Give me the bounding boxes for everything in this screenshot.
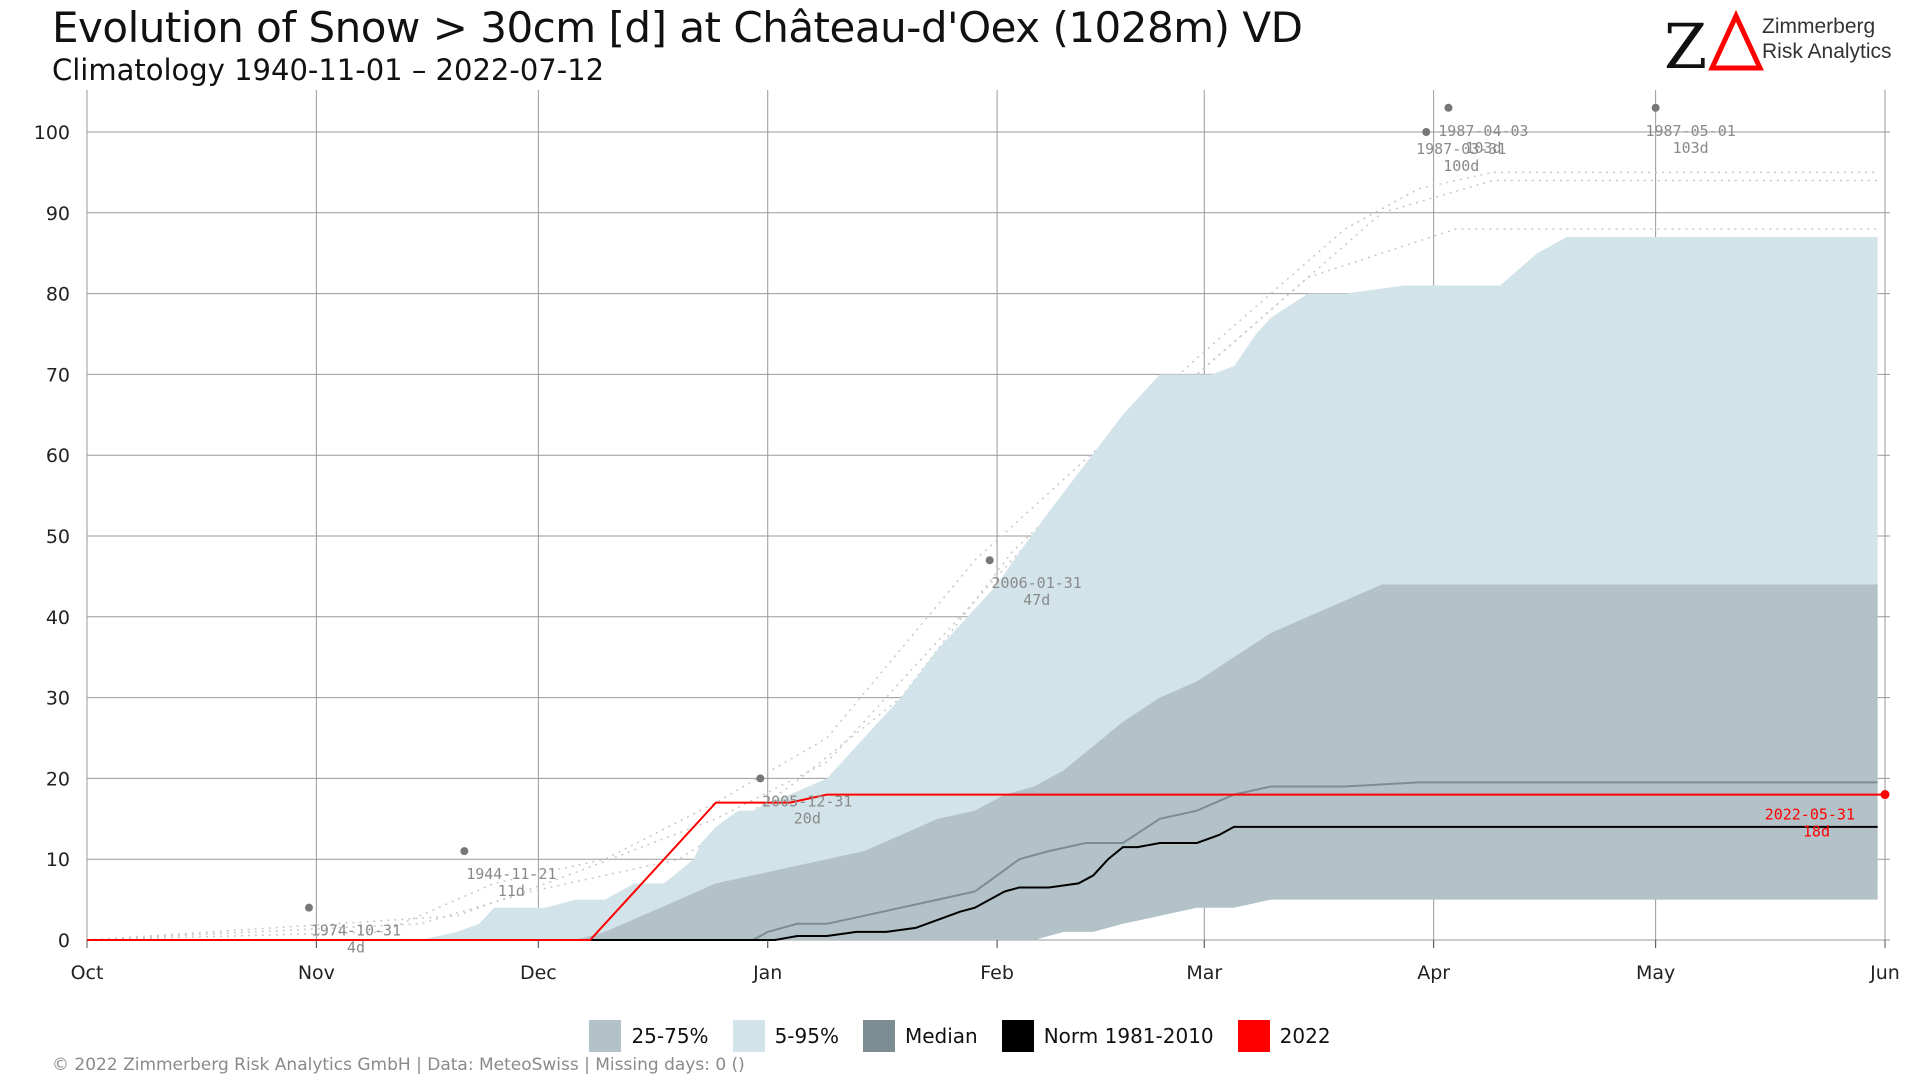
current-value-label: 18d xyxy=(1803,823,1830,841)
legend-item-5-95: 5-95% xyxy=(732,1020,839,1052)
record-point xyxy=(460,847,469,856)
legend-item-2022: 2022 xyxy=(1237,1020,1331,1052)
record-date-label: 1987-04-03 xyxy=(1438,122,1528,140)
legend-label-2022: 2022 xyxy=(1279,1024,1331,1048)
record-value-label: 103d xyxy=(1673,139,1709,157)
legend-label-5-95: 5-95% xyxy=(774,1024,839,1048)
record-point xyxy=(1444,103,1453,112)
record-point xyxy=(1651,103,1660,112)
historical-trace xyxy=(86,228,1878,941)
za-logo: Z xyxy=(1664,10,1764,78)
x-tick-label: Jun xyxy=(1869,962,1900,984)
logo-text-line2: Risk Analytics xyxy=(1762,40,1892,63)
record-date-label: 2006-01-31 xyxy=(992,574,1082,592)
legend-swatch-median xyxy=(862,1020,895,1052)
x-tick-label: Mar xyxy=(1186,962,1222,984)
y-tick-label: 60 xyxy=(46,445,70,467)
x-tick-label: Jan xyxy=(752,962,782,984)
record-value-label: 11d xyxy=(498,882,525,900)
footer-credits: © 2022 Zimmerberg Risk Analytics GmbH | … xyxy=(52,1055,745,1075)
line-norm19812010 xyxy=(87,825,1878,941)
y-tick-label: 100 xyxy=(34,122,70,144)
legend-swatch-25-75 xyxy=(589,1020,622,1052)
record-point xyxy=(304,903,313,912)
y-tick-label: 10 xyxy=(46,849,70,871)
record-date-label: 2005-12-31 xyxy=(762,792,852,810)
x-tick-label: Nov xyxy=(298,962,335,984)
legend-label-norm: Norm 1981-2010 xyxy=(1043,1024,1214,1048)
x-tick-label: May xyxy=(1636,962,1675,984)
record-point xyxy=(1422,128,1431,136)
record-value-label: 4d xyxy=(347,939,365,957)
y-tick-label: 70 xyxy=(46,364,70,386)
current-point xyxy=(1880,790,1890,800)
chart-title: Evolution of Snow > 30cm [d] at Château-… xyxy=(52,3,1303,52)
x-tick-label: Dec xyxy=(520,962,557,984)
record-date-label: 1987-03-31 xyxy=(1416,140,1506,158)
y-tick-label: 40 xyxy=(46,607,70,629)
y-tick-label: 80 xyxy=(46,284,70,306)
y-tick-label: 20 xyxy=(46,768,70,790)
legend: 25-75% 5-95% Median Norm 1981-2010 2022 xyxy=(0,1020,1920,1052)
legend-swatch-2022 xyxy=(1237,1020,1270,1052)
line-2022 xyxy=(87,793,1885,941)
logo-text-line1: Zimmerberg xyxy=(1762,15,1876,38)
x-tick-label: Apr xyxy=(1417,962,1450,984)
record-point xyxy=(985,556,994,565)
legend-item-25-75: 25-75% xyxy=(589,1020,709,1052)
legend-swatch-5-95 xyxy=(732,1020,765,1052)
legend-label-25-75: 25-75% xyxy=(631,1024,709,1048)
record-value-label: 100d xyxy=(1443,157,1479,175)
legend-label-median: Median xyxy=(904,1024,978,1048)
record-value-label: 103d xyxy=(1465,139,1501,157)
y-tick-label: 50 xyxy=(46,526,70,548)
record-value-label: 20d xyxy=(794,809,821,827)
record-date-label: 1974-10-31 xyxy=(311,922,401,940)
logo-delta-icon xyxy=(1708,10,1764,71)
current-date-label: 2022-05-31 xyxy=(1765,806,1855,824)
chart-plot: 0 10 20 30 40 50 60 70 80 90 100 Oct Nov Dec Jan Feb Mar… xyxy=(34,90,1900,984)
line-median xyxy=(87,781,1878,941)
logo-z-letter: Z xyxy=(1664,10,1707,78)
y-tick-label: 0 xyxy=(58,930,70,952)
record-date-label: 1987-05-01 xyxy=(1645,122,1735,140)
y-tick-label: 30 xyxy=(46,688,70,710)
legend-item-norm: Norm 1981-2010 xyxy=(1001,1020,1214,1052)
chart-subtitle: Climatology 1940-11-01 – 2022-07-12 xyxy=(52,53,605,87)
x-tick-label: Oct xyxy=(71,962,104,984)
logo-text: Zimmerberg Risk Analytics xyxy=(1762,14,1892,64)
x-tick-label: Feb xyxy=(980,962,1014,984)
legend-swatch-norm xyxy=(1001,1020,1034,1052)
y-tick-label: 90 xyxy=(46,203,70,225)
record-date-label: 1944-11-21 xyxy=(466,865,556,883)
record-value-label: 47d xyxy=(1023,591,1050,609)
legend-item-median: Median xyxy=(862,1020,978,1052)
record-point xyxy=(756,774,765,783)
band-2575 xyxy=(87,584,1878,940)
